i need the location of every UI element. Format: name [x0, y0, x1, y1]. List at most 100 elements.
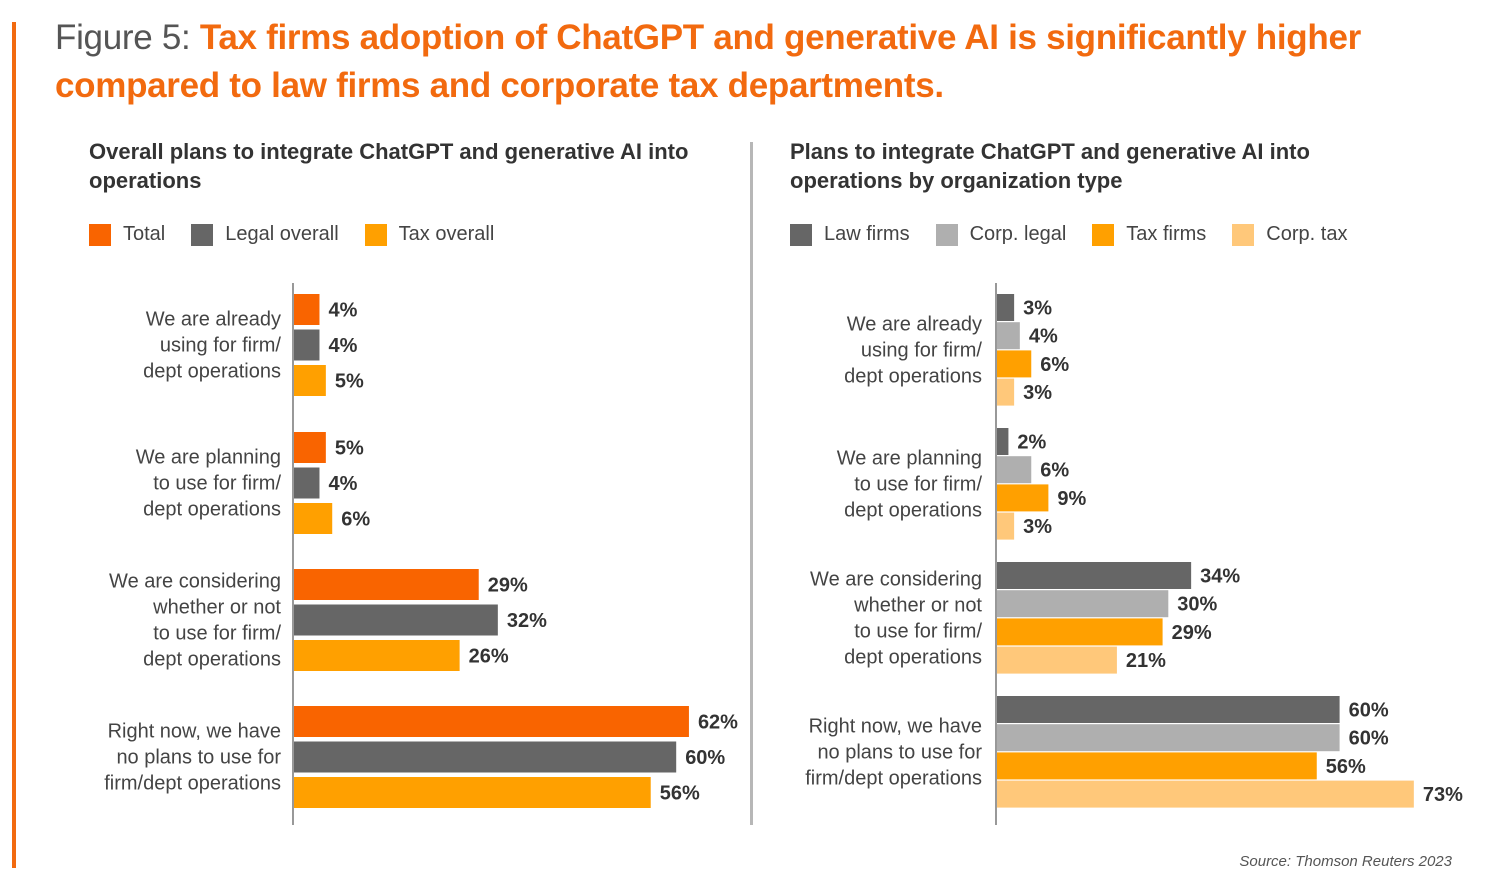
bar — [294, 604, 498, 636]
category-label-line: to use for firm/ — [153, 473, 281, 495]
bar — [294, 329, 320, 361]
category-label-line: dept operations — [143, 649, 281, 671]
left-legend: Total Legal overall Tax overall — [89, 223, 520, 246]
category-label-line: firm/dept operations — [805, 767, 982, 789]
category-label: We are planning to use for firm/dept oper… — [837, 447, 983, 521]
legend-item-law-firms: Law firms — [790, 223, 910, 246]
legend-item-tax-firms: Tax firms — [1092, 223, 1206, 246]
figure-number: Figure 5: — [55, 18, 191, 57]
legend-label: Tax firms — [1126, 223, 1207, 245]
legend-swatch — [191, 223, 214, 246]
data-label: 5% — [335, 371, 364, 393]
bar — [997, 350, 1032, 378]
category-label-line: We are planning — [136, 447, 281, 469]
data-label: 56% — [1326, 756, 1366, 778]
legend-item-total: Total — [89, 223, 165, 246]
data-label: 73% — [1423, 784, 1463, 806]
data-label: 4% — [328, 473, 357, 495]
legend-label: Tax overall — [398, 223, 495, 245]
category-label-line: dept operations — [844, 499, 982, 521]
legend-swatch — [1232, 223, 1255, 246]
chart-divider — [750, 142, 753, 825]
bar — [997, 724, 1340, 752]
data-label: 29% — [488, 575, 528, 597]
bar — [997, 456, 1032, 484]
bar — [294, 432, 326, 463]
bar — [997, 590, 1169, 618]
data-label: 60% — [685, 747, 725, 769]
bar — [997, 696, 1340, 723]
legend-item-tax-overall: Tax overall — [364, 223, 495, 246]
category-label-line: We are already — [847, 313, 982, 335]
category-label-line: We are already — [146, 309, 281, 331]
legend-swatch — [935, 223, 958, 246]
data-label: 2% — [1017, 432, 1046, 454]
category-label-line: dept operations — [844, 365, 982, 387]
bar — [294, 777, 651, 808]
right-chart-title: Plans to integrate ChatGPT and generativ… — [790, 139, 1310, 193]
data-label: 3% — [1023, 298, 1052, 320]
data-label: 62% — [698, 712, 738, 734]
category-label-line: whether or not — [152, 597, 281, 619]
accent-bar — [12, 22, 16, 868]
bar — [997, 646, 1117, 674]
data-label: 5% — [335, 438, 364, 460]
category-label-line: dept operations — [143, 361, 281, 383]
category-label-line: dept operations — [143, 499, 281, 521]
category-label-line: We are planning — [837, 447, 982, 469]
category-label-line: We are considering — [109, 571, 281, 593]
bar — [997, 752, 1317, 780]
data-label: 34% — [1200, 566, 1240, 588]
category-label-line: using for firm/ — [861, 339, 983, 361]
bar — [294, 706, 689, 737]
bar — [294, 569, 479, 600]
legend-label: Corp. tax — [1266, 223, 1348, 245]
category-label-line: no plans to use for — [817, 741, 982, 763]
data-label: 21% — [1126, 650, 1166, 672]
legend-swatch — [1092, 223, 1115, 246]
bar — [997, 378, 1015, 406]
figure-title: Figure 5: Tax firms adoption of ChatGPT … — [55, 14, 1475, 110]
bar — [997, 780, 1414, 808]
source-note: Source: Thomson Reuters 2023 — [1239, 853, 1452, 870]
data-label: 4% — [328, 335, 357, 357]
category-label: We are planning to use for firm/dept oper… — [136, 447, 282, 521]
category-label: Right now, we have no plans to use for fir… — [805, 715, 982, 789]
legend-item-corp-legal: Corp. legal — [935, 223, 1067, 246]
bar — [997, 618, 1163, 646]
legend-label: Law firms — [824, 223, 910, 245]
left-chart-title: Overall plans to integrate ChatGPT and g… — [89, 139, 689, 193]
data-label: 6% — [1040, 354, 1069, 376]
category-label: We are considering whether or not to use f… — [109, 571, 281, 671]
category-label-line: whether or not — [853, 594, 982, 616]
legend-swatch — [790, 223, 812, 246]
category-label-line: to use for firm/ — [854, 620, 982, 642]
legend-label: Corp. legal — [969, 223, 1067, 245]
category-label-line: to use for firm/ — [854, 473, 982, 495]
bar — [997, 512, 1015, 540]
data-label: 26% — [469, 646, 509, 668]
bar — [294, 640, 460, 671]
data-label: 32% — [507, 610, 547, 632]
category-label-line: We are considering — [810, 568, 982, 590]
legend-item-corp-tax: Corp. tax — [1232, 223, 1347, 246]
category-label: We are already using for firm/dept operat… — [844, 313, 982, 387]
bar — [294, 365, 326, 396]
data-label: 56% — [660, 783, 700, 805]
data-label: 3% — [1023, 516, 1052, 538]
legend-label: Legal overall — [225, 223, 339, 245]
bar — [294, 741, 677, 773]
category-label-line: Right now, we have — [108, 721, 281, 743]
bar — [294, 294, 320, 325]
bar — [294, 503, 333, 534]
category-label-line: using for firm/ — [160, 335, 282, 357]
category-label-line: dept operations — [844, 646, 982, 668]
bar — [997, 562, 1192, 589]
data-label: 9% — [1057, 488, 1086, 510]
bar — [997, 428, 1009, 455]
legend-label: Total — [123, 223, 166, 245]
bar — [997, 484, 1049, 512]
category-label-line: firm/dept operations — [104, 773, 281, 795]
data-label: 6% — [1040, 460, 1069, 482]
